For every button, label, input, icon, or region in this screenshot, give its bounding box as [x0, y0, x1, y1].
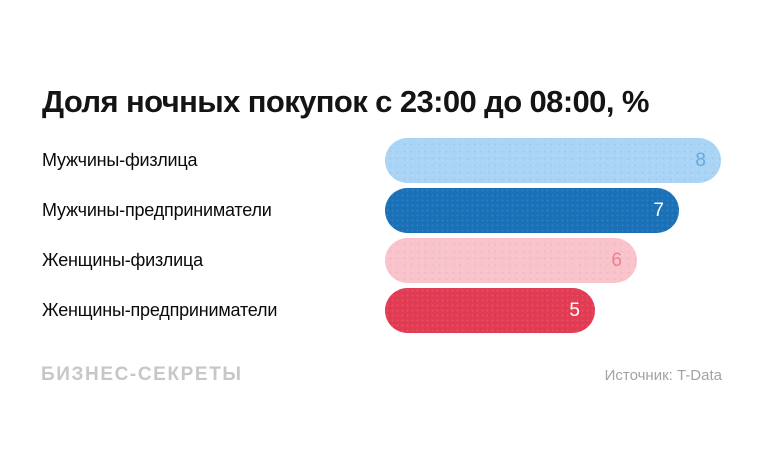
bar-value-label: 8 — [695, 149, 706, 171]
brand-logo: БИЗНЕС-СЕКРЕТЫ — [41, 364, 243, 385]
bar-value-label: 5 — [569, 299, 580, 321]
category-label: Мужчины-предприниматели — [42, 199, 272, 220]
bar-track: 6 — [385, 237, 722, 283]
bar: 6 — [385, 237, 637, 283]
chart-title: Доля ночных покупок с 23:00 до 08:00, % — [42, 83, 649, 119]
chart-row: Женщины-физлица 6 — [42, 235, 722, 285]
category-label: Женщины-предприниматели — [42, 299, 278, 320]
category-label: Женщины-физлица — [42, 249, 203, 270]
source-credit: Источник: T-Data — [604, 367, 722, 384]
bar-track: 8 — [385, 137, 722, 183]
chart-row: Женщины-предприниматели 5 — [42, 285, 722, 335]
bar-track: 5 — [385, 287, 722, 333]
bar: 8 — [385, 137, 721, 183]
chart-row: Мужчины-физлица 8 — [42, 135, 722, 185]
bar-value-label: 7 — [653, 199, 664, 221]
bar: 5 — [385, 287, 595, 333]
bar-value-label: 6 — [611, 249, 622, 271]
category-label: Мужчины-физлица — [42, 149, 198, 170]
bar-track: 7 — [385, 187, 722, 233]
bar-chart: Мужчины-физлица 8 Мужчины-предпринимател… — [42, 135, 722, 335]
chart-row: Мужчины-предприниматели 7 — [42, 185, 722, 235]
bar: 7 — [385, 187, 679, 233]
